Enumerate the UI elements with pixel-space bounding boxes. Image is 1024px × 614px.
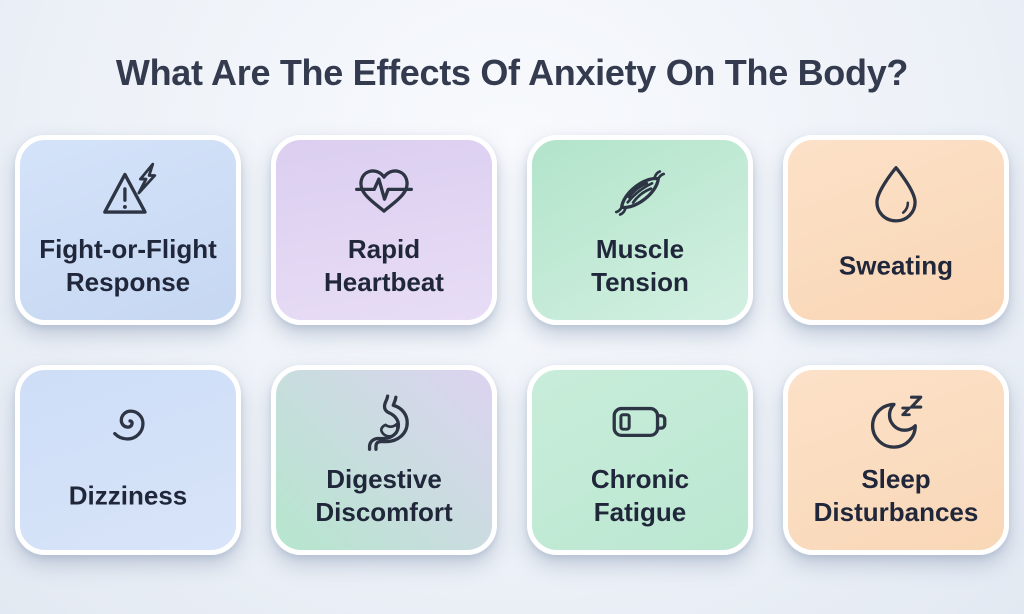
cards-grid: Fight-or-Flight Response Rapid Heartbeat… — [0, 135, 1024, 555]
card-rapid-heartbeat: Rapid Heartbeat — [271, 135, 497, 325]
card-sleep-disturbances: Sleep Disturbances — [783, 365, 1009, 555]
heartbeat-icon — [276, 160, 492, 226]
card-digestive-discomfort: Digestive Discomfort — [271, 365, 497, 555]
card-label: Muscle Tension — [591, 233, 689, 297]
card-label: Rapid Heartbeat — [324, 233, 444, 297]
card-muscle-tension: Muscle Tension — [527, 135, 753, 325]
card-dizziness: Dizziness — [15, 365, 241, 555]
muscle-icon — [532, 160, 748, 226]
card-label: Digestive Discomfort — [315, 463, 453, 527]
moon-zzz-icon — [788, 390, 1004, 456]
card-label: Chronic Fatigue — [590, 463, 690, 527]
spiral-icon — [20, 390, 236, 456]
header: What Are The Effects Of Anxiety On The B… — [0, 0, 1024, 135]
droplet-icon — [788, 160, 1004, 226]
warning-lightning-icon — [20, 160, 236, 226]
card-label: Sleep Disturbances — [813, 463, 979, 527]
page-title: What Are The Effects Of Anxiety On The B… — [115, 51, 909, 93]
card-chronic-fatigue: Chronic Fatigue — [527, 365, 753, 555]
card-label: Fight-or-Flight Response — [39, 233, 217, 297]
battery-low-icon — [532, 390, 748, 456]
card-sweating: Sweating — [783, 135, 1009, 325]
card-label: Dizziness — [68, 480, 188, 511]
card-label: Sweating — [838, 250, 954, 281]
stomach-icon — [276, 390, 492, 456]
card-fight-or-flight-response: Fight-or-Flight Response — [15, 135, 241, 325]
